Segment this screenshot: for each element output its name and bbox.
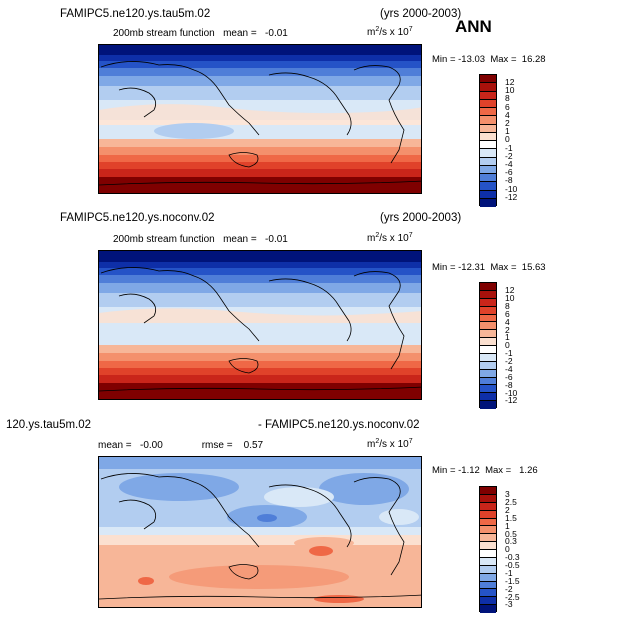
season-label: ANN [455,17,492,36]
level-label: -4 [505,159,513,169]
level-label: -10 [505,388,518,398]
level-label: -6 [505,167,513,177]
panel1-minmax: Min = -13.03 Max = 16.28 [432,54,546,65]
level-label: -8 [505,380,513,390]
level-label: 6 [505,309,510,319]
level-label: -2 [505,584,513,594]
level-label: 0 [505,544,510,554]
panel3-colorbar [479,486,497,613]
level-label: -1 [505,348,513,358]
panel3-map [98,456,422,608]
panel3-stats: mean = -0.00 rmse = 0.57 [98,441,263,451]
level-label: 1 [505,126,510,136]
level-label: -12 [505,395,518,405]
level-label: 2 [505,505,510,515]
panel3-rmse-label: rmse = [201,440,233,451]
panel3-mean-label: mean = [98,440,132,451]
level-label: 10 [505,293,515,303]
level-label: -1 [505,568,513,578]
level-label: 1 [505,332,510,342]
level-label: 1.5 [505,513,517,523]
level-label: 8 [505,301,510,311]
level-label: 8 [505,93,510,103]
panel1-case-name: FAMIPC5.ne120.ys.tau5m.02 [60,8,211,20]
panel2-map [98,250,422,400]
panel1-field-text: 200mb stream function [113,28,215,39]
level-label: -3 [505,599,513,609]
level-label: 0.5 [505,529,517,539]
level-label: -0.3 [505,552,520,562]
panel1-mean-label: mean = [223,28,257,39]
level-label: 1 [505,521,510,531]
panel1-colorbar [479,74,497,207]
level-label: -8 [505,175,513,185]
panel2-years: (yrs 2000-2003) [380,212,462,224]
level-label: 0 [505,340,510,350]
level-label: -10 [505,184,518,194]
level-label: 3 [505,489,510,499]
level-label: 6 [505,102,510,112]
panel3-minmax: Min = -1.12 Max = 1.26 [432,465,538,476]
panel3-case-left: 120.ys.tau5m.02 [6,419,92,431]
panel3-mean-value: -0.00 [139,440,163,451]
level-label: 2 [505,325,510,335]
panel2-colorbar [479,282,497,409]
level-label: 2 [505,118,510,128]
level-label: -1.5 [505,576,520,586]
panel2-field-text: 200mb stream function [113,234,215,245]
level-label: 0 [505,134,510,144]
level-label: 4 [505,110,510,120]
panel1-units: m2/s x 107 [367,26,413,38]
level-label: 12 [505,77,515,87]
level-label: 12 [505,285,515,295]
panel1-years: (yrs 2000-2003) [380,8,462,20]
panel1-mean-value: -0.01 [265,28,288,39]
level-label: -6 [505,372,513,382]
panel1-map [98,44,422,194]
level-label: -2 [505,151,513,161]
level-label: 10 [505,85,515,95]
level-label: -0.5 [505,560,520,570]
level-label: 4 [505,317,510,327]
panel1-field-label: 200mb stream function mean = -0.01 [113,29,288,39]
panel3-rmse-value: 0.57 [243,440,264,451]
level-label: -2 [505,356,513,366]
panel2-field-label: 200mb stream function mean = -0.01 [113,235,288,245]
level-label: 0.3 [505,536,517,546]
panel3-case-right: - FAMIPC5.ne120.ys.noconv.02 [258,419,420,431]
panel3-units: m2/s x 107 [367,438,413,450]
level-label: -12 [505,192,518,202]
level-label: 2.5 [505,497,517,507]
level-label: -1 [505,143,513,153]
panel2-minmax: Min = -12.31 Max = 15.63 [432,262,546,273]
panel2-mean-label: mean = [223,234,257,245]
level-label: -2.5 [505,592,520,602]
level-label: -4 [505,364,513,374]
panel2-units: m2/s x 107 [367,232,413,244]
panel2-mean-value: -0.01 [265,234,288,245]
panel2-case-name: FAMIPC5.ne120.ys.noconv.02 [60,212,215,224]
